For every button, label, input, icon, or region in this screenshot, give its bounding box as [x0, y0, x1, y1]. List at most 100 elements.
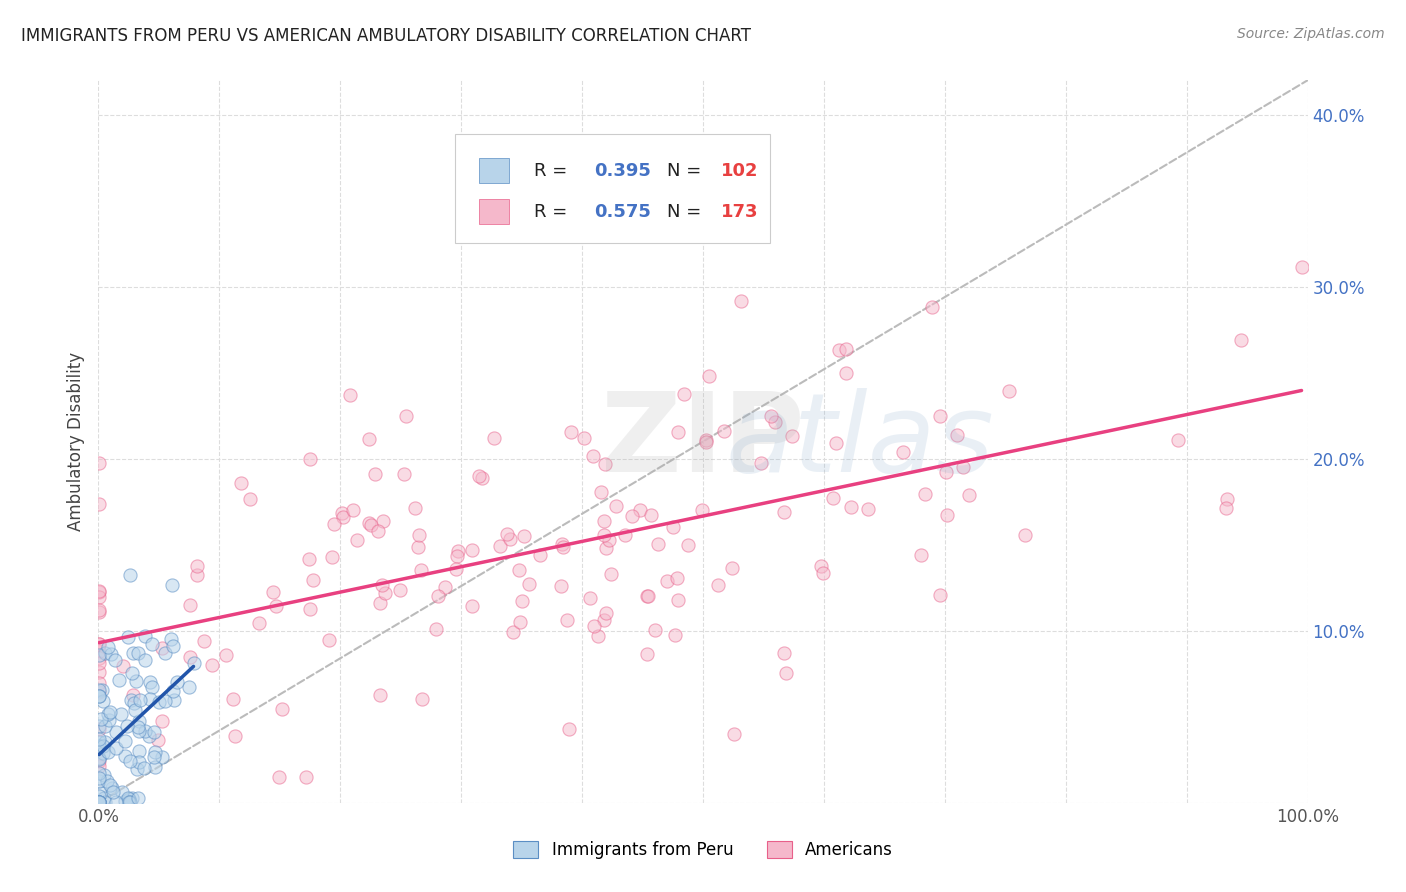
Point: [155, 693, 177, 707]
Point: [87, 795, 110, 809]
Point: [551, 540, 574, 554]
Point: [143, 760, 166, 774]
Point: [600, 566, 623, 581]
Point: [666, 592, 689, 607]
Point: [87, 690, 110, 704]
Point: [499, 532, 522, 546]
Text: 0.575: 0.575: [595, 202, 651, 221]
Point: [665, 571, 688, 585]
Point: [318, 633, 340, 648]
Point: [139, 692, 162, 706]
Point: [87, 637, 110, 651]
Point: [87, 585, 110, 599]
Point: [117, 795, 139, 809]
Point: [655, 574, 678, 588]
Point: [87, 650, 110, 665]
Point: [582, 618, 605, 632]
Point: [636, 590, 658, 604]
FancyBboxPatch shape: [479, 158, 509, 183]
Point: [467, 469, 489, 483]
Y-axis label: Ambulatory Disability: Ambulatory Disability: [66, 352, 84, 531]
Point: [179, 680, 201, 694]
Point: [108, 673, 131, 687]
Point: [128, 744, 150, 758]
Point: [775, 666, 797, 681]
Point: [128, 724, 150, 739]
Point: [581, 449, 603, 463]
Point: [572, 431, 595, 445]
Text: Source: ZipAtlas.com: Source: ZipAtlas.com: [1237, 27, 1385, 41]
Point: [374, 585, 396, 599]
Point: [127, 720, 149, 734]
Point: [707, 578, 730, 592]
Point: [426, 590, 449, 604]
Point: [97, 745, 120, 759]
Point: [87, 605, 110, 619]
Point: [87, 739, 110, 754]
Point: [482, 431, 505, 445]
Point: [342, 503, 364, 517]
Point: [193, 634, 215, 648]
Point: [183, 657, 205, 671]
Point: [810, 558, 832, 573]
Point: [664, 628, 686, 642]
Point: [132, 761, 155, 775]
Point: [935, 465, 957, 479]
Point: [765, 415, 787, 429]
Point: [835, 343, 858, 357]
Point: [162, 640, 184, 654]
Point: [264, 599, 287, 613]
Point: [94, 719, 117, 733]
Point: [247, 615, 270, 630]
Point: [508, 563, 530, 577]
Point: [201, 658, 224, 673]
Text: atlas: atlas: [725, 388, 994, 495]
Point: [87, 731, 110, 746]
Point: [1014, 528, 1036, 542]
Point: [593, 457, 616, 471]
Point: [87, 735, 110, 749]
Point: [586, 629, 609, 643]
Point: [87, 665, 110, 679]
Point: [408, 528, 430, 542]
Point: [87, 685, 110, 699]
Point: [97, 640, 120, 654]
Point: [690, 503, 713, 517]
Point: [628, 503, 651, 517]
Point: [98, 706, 121, 720]
Point: [647, 537, 669, 551]
Point: [780, 429, 803, 443]
Point: [101, 785, 124, 799]
Point: [509, 615, 531, 629]
Point: [148, 696, 170, 710]
Point: [87, 590, 110, 604]
Point: [87, 689, 110, 703]
Point: [111, 785, 134, 799]
Point: [134, 723, 156, 738]
Point: [371, 514, 394, 528]
Point: [322, 517, 344, 532]
Text: 173: 173: [721, 202, 759, 221]
Point: [231, 475, 253, 490]
Point: [595, 606, 617, 620]
Point: [357, 516, 380, 531]
Point: [159, 632, 181, 647]
Point: [87, 656, 110, 670]
Point: [128, 714, 150, 729]
Point: [93, 790, 115, 805]
Point: [94, 735, 117, 749]
Point: [87, 750, 110, 764]
Point: [835, 366, 858, 380]
Point: [471, 471, 494, 485]
Point: [87, 765, 110, 780]
Point: [93, 646, 115, 660]
Point: [444, 562, 467, 576]
Point: [301, 573, 323, 587]
Point: [510, 594, 533, 608]
Point: [404, 501, 426, 516]
Text: N =: N =: [666, 161, 707, 179]
Point: [550, 579, 572, 593]
Point: [1215, 500, 1237, 515]
Point: [299, 451, 322, 466]
Point: [93, 768, 115, 782]
